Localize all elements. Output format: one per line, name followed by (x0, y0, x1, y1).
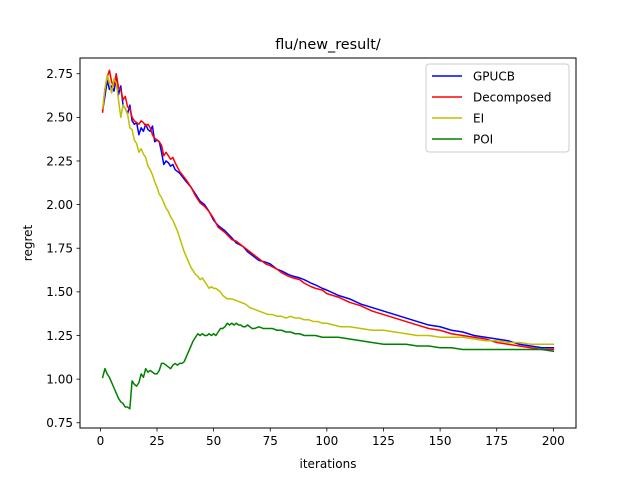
y-tick-label: 2.50 (46, 111, 73, 125)
series-line-ei (101, 74, 555, 345)
y-tick-label: 1.50 (46, 285, 73, 299)
x-tick-label: 200 (542, 434, 565, 448)
y-tick-label: 2.00 (46, 198, 73, 212)
x-tick-label: 100 (315, 434, 338, 448)
x-tick-label: 25 (149, 434, 164, 448)
y-tick-label: 1.75 (46, 242, 73, 256)
legend-label-ei: EI (473, 112, 484, 126)
y-tick-label: 0.75 (46, 416, 73, 430)
x-axis-label: iterations (300, 457, 357, 471)
series-line-gpucb (101, 78, 555, 349)
x-tick-label: 75 (263, 434, 278, 448)
x-tick-label: 0 (97, 434, 105, 448)
x-axis: 0 25 50 75 100 125 150 175 200 (97, 428, 565, 448)
x-tick-label: 150 (429, 434, 452, 448)
y-axis-label: regret (21, 224, 35, 261)
legend-label-decomposed: Decomposed (473, 91, 551, 105)
plot-frame (79, 57, 577, 429)
y-tick-label: 1.00 (46, 372, 73, 386)
legend-label-gpucb: GPUCB (473, 70, 515, 84)
x-tick-label: 175 (485, 434, 508, 448)
legend-label-poi: POI (473, 133, 493, 147)
chart-title: flu/new_result/ (275, 37, 381, 53)
series-layer (101, 69, 555, 410)
legend: GPUCB Decomposed EI POI (425, 63, 570, 153)
x-tick-label: 50 (206, 434, 221, 448)
series-line-decomposed (101, 69, 555, 351)
y-tick-label: 2.75 (46, 67, 73, 81)
x-tick-label: 125 (372, 434, 395, 448)
y-tick-label: 1.25 (46, 329, 73, 343)
y-axis: 0.75 1.00 1.25 1.50 1.75 2.00 2.25 2.50 2.75 (46, 67, 80, 430)
legend-box (425, 63, 570, 153)
y-tick-label: 2.25 (46, 154, 73, 168)
series-line-poi (101, 322, 555, 410)
